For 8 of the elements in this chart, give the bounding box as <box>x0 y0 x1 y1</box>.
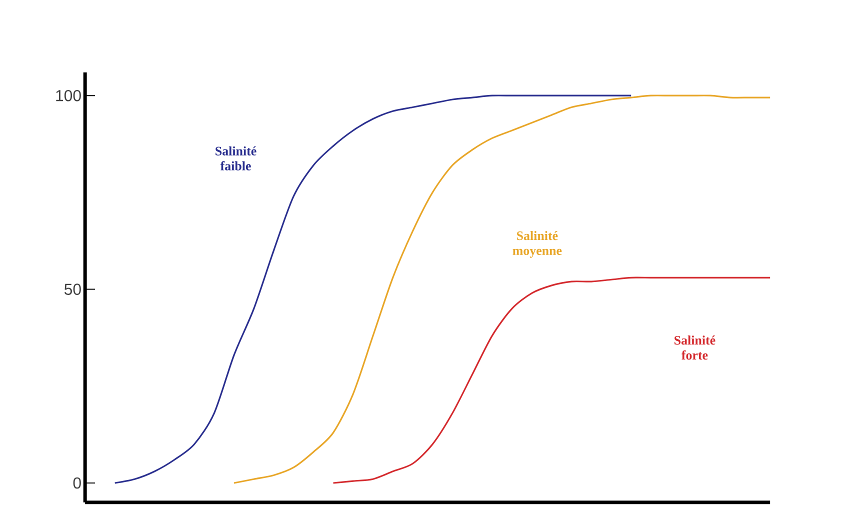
y-tick-label: 100 <box>56 90 81 102</box>
text: Salinité forte <box>674 335 716 360</box>
y-tick-label: 0 <box>73 477 81 489</box>
text: Salinité moyenne <box>512 230 562 258</box>
line-series <box>332 276 771 484</box>
line-series <box>114 94 632 484</box>
text: Salinité faible <box>216 146 256 170</box>
y-tick-label: 50 <box>64 284 81 295</box>
